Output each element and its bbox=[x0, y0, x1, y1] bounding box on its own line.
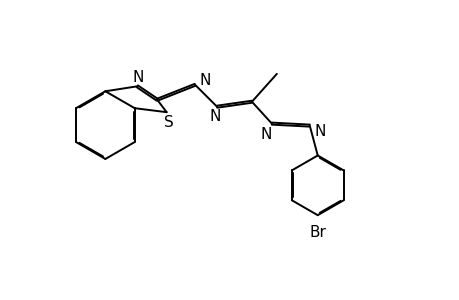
Text: N: N bbox=[209, 109, 220, 124]
Text: N: N bbox=[313, 124, 325, 139]
Text: N: N bbox=[132, 70, 144, 85]
Text: N: N bbox=[199, 73, 210, 88]
Text: S: S bbox=[163, 115, 173, 130]
Text: N: N bbox=[260, 127, 271, 142]
Text: Br: Br bbox=[308, 225, 325, 240]
